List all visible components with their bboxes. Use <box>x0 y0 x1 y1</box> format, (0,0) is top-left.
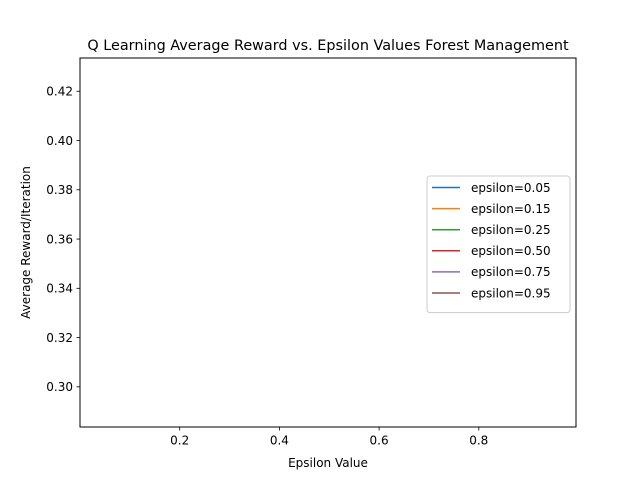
legend-label: epsilon=0.95 <box>471 286 551 300</box>
y-tick-label: 0.40 <box>46 134 73 148</box>
legend-label: epsilon=0.75 <box>471 265 551 279</box>
y-tick-label: 0.36 <box>46 232 73 246</box>
plot-area <box>79 57 577 428</box>
x-tick-label: 0.6 <box>370 434 389 448</box>
legend-label: epsilon=0.15 <box>471 202 551 216</box>
y-tick-label: 0.42 <box>46 85 73 99</box>
y-tick-label: 0.30 <box>46 380 73 394</box>
legend: epsilon=0.05 epsilon=0.15 epsilon=0.25 epsi… <box>426 175 571 314</box>
chart-title: Q Learning Average Reward vs. Epsilon Va… <box>87 38 569 54</box>
x-tick-label: 0.2 <box>170 434 189 448</box>
y-tick-label: 0.34 <box>46 282 73 296</box>
y-tick-label: 0.38 <box>46 183 73 197</box>
y-axis-label: Average Reward/Iteration <box>19 166 33 319</box>
x-tick-label: 0.4 <box>270 434 289 448</box>
legend-label: epsilon=0.25 <box>471 223 551 237</box>
y-axis: 0.30 0.32 0.34 0.36 0.38 0.40 0.42 <box>46 85 80 394</box>
legend-label: epsilon=0.05 <box>471 181 551 195</box>
legend-label: epsilon=0.50 <box>471 244 551 258</box>
x-axis-label: Epsilon Value <box>288 456 368 470</box>
x-tick-label: 0.8 <box>469 434 488 448</box>
plot-frame <box>79 57 577 428</box>
x-axis: 0.2 0.4 0.6 0.8 <box>170 427 488 448</box>
y-tick-label: 0.32 <box>46 331 73 345</box>
legend-box <box>426 175 571 314</box>
